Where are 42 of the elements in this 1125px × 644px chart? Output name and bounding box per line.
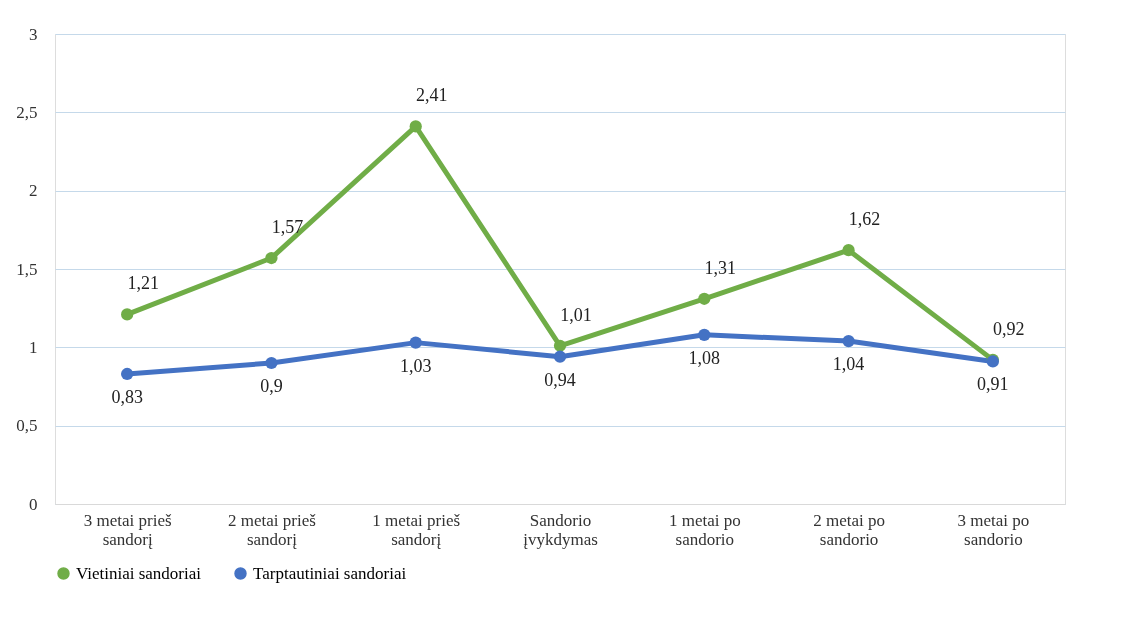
data-label: 1,21: [127, 273, 159, 294]
x-tick-label: 3 metai po sandorio: [957, 510, 1030, 549]
point: [121, 308, 134, 321]
data-label: 1,04: [832, 354, 865, 375]
legend-label: Vietiniai sandoriai: [76, 563, 202, 583]
x-tick-label: 1 metai po sandorio: [668, 510, 741, 549]
y-tick-label: 1: [29, 337, 38, 357]
data-label: 1,01: [560, 304, 592, 325]
point: [842, 334, 855, 348]
x-tick-label: 2 metai prieš sandorį: [228, 510, 317, 549]
data-label: 1,08: [688, 347, 721, 368]
point: [553, 350, 567, 363]
x-tick-label: 1 metai prieš sandorį: [372, 510, 461, 549]
x-tick-label: 2 metai po sandorio: [813, 510, 885, 549]
data-label: 1,03: [399, 355, 432, 376]
data-label: 1,62: [848, 209, 881, 230]
data-label: 0,92: [993, 318, 1025, 339]
point: [265, 356, 278, 370]
x-tick-label: Sandorio įvykdymas: [523, 510, 598, 549]
data-label: 0,83: [111, 386, 143, 407]
point: [409, 336, 422, 349]
point: [409, 120, 422, 133]
point: [698, 328, 711, 341]
y-tick-label: 3: [29, 24, 38, 44]
legend-label: Tarptautiniai sandoriai: [253, 563, 407, 583]
point: [265, 251, 278, 265]
x-tick-label: 3 metai prieš sandorį: [83, 510, 172, 549]
point: [121, 367, 134, 381]
y-tick-label: 0: [29, 494, 38, 514]
point: [698, 292, 711, 305]
data-label: 0,9: [260, 376, 283, 396]
y-tick-label: 0,5: [16, 416, 38, 436]
y-tick-label: 2: [29, 181, 38, 201]
y-tick-label: 2,5: [16, 102, 38, 122]
data-label: 1,31: [704, 257, 737, 278]
data-label: 2,41: [415, 85, 448, 106]
point: [842, 244, 855, 257]
data-label: 0,94: [544, 369, 576, 390]
point: [553, 339, 567, 352]
y-tick-label: 1,5: [16, 259, 38, 279]
data-label: 1,57: [271, 217, 304, 238]
data-label: 0,91: [977, 374, 1009, 395]
